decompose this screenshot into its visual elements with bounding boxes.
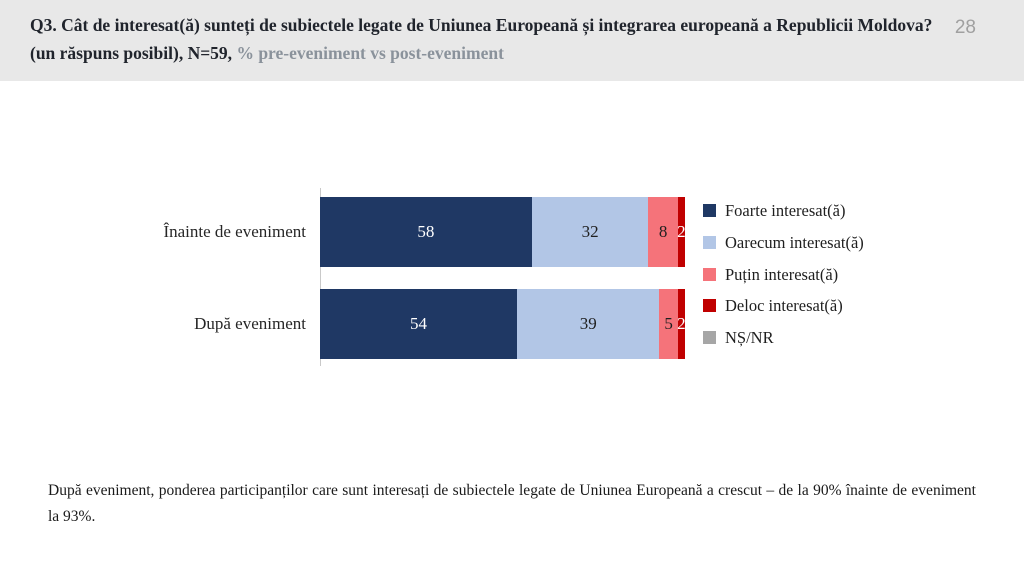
chart-row: După eveniment 54 39 5 2 xyxy=(0,289,686,359)
legend-item: Puțin interesat(ă) xyxy=(703,265,864,285)
page-number: 28 xyxy=(954,17,976,38)
bar-segment: 58 xyxy=(320,197,532,267)
bar-segment: 39 xyxy=(517,289,660,359)
bar-segment: 54 xyxy=(320,289,518,359)
legend-item: Foarte interesat(ă) xyxy=(703,201,864,221)
legend-swatch xyxy=(703,299,716,313)
chart-legend: Foarte interesat(ă) Oarecum interesat(ă) P… xyxy=(703,201,864,360)
bar-segment: 2 xyxy=(677,197,686,267)
slide-title-subtitle: % pre-eveniment vs post-eveniment xyxy=(232,43,504,63)
legend-label: Foarte interesat(ă) xyxy=(725,201,846,220)
bar-segment: 2 xyxy=(677,289,686,359)
legend-swatch xyxy=(703,267,716,281)
chart-row: Înainte de eveniment 58 32 8 2 xyxy=(0,197,686,267)
legend-label: Deloc interesat(ă) xyxy=(725,296,843,316)
slide-header: Q3. Cât de interesat(ă) sunteți de subie… xyxy=(0,0,1024,81)
legend-item: Oarecum interesat(ă) xyxy=(703,233,864,253)
stacked-bar: 54 39 5 2 xyxy=(320,289,686,359)
legend-swatch xyxy=(703,204,716,217)
bar-segment: 32 xyxy=(531,197,649,267)
legend-swatch xyxy=(703,235,716,249)
summary-text: După eveniment, ponderea participanților… xyxy=(48,482,976,525)
category-label: Înainte de eveniment xyxy=(163,222,306,241)
slide-title-main: Q3. Cât de interesat(ă) sunteți de subie… xyxy=(30,15,933,63)
legend-swatch xyxy=(703,331,716,345)
bar-segment: 5 xyxy=(659,289,678,359)
chart-axis-line xyxy=(320,188,321,366)
legend-item: Deloc interesat(ă) xyxy=(703,296,864,316)
legend-label: NȘ/NR xyxy=(725,328,774,348)
legend-item: NȘ/NR xyxy=(703,328,864,348)
slide-title: Q3. Cât de interesat(ă) sunteți de subie… xyxy=(30,11,935,67)
stacked-bar-chart: Înainte de eveniment 58 32 8 2 După eveniment… xyxy=(0,197,686,381)
legend-label: Puțin interesat(ă) xyxy=(725,264,839,284)
category-label: După eveniment xyxy=(194,314,306,333)
bar-segment: 8 xyxy=(648,197,678,267)
stacked-bar: 58 32 8 2 xyxy=(320,197,686,267)
legend-label: Oarecum interesat(ă) xyxy=(725,232,864,252)
